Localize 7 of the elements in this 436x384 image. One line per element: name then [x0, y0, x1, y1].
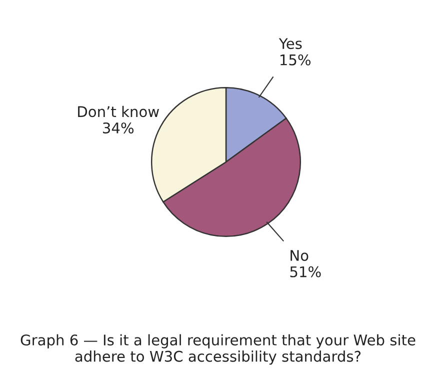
data-label: 34%: [103, 122, 134, 134]
data-label: 51%: [290, 266, 321, 278]
slice-label: Yes: [278, 38, 302, 50]
caption: Graph 6 — Is it a legal requirement that your Web site adhere to W3C accessibility standards?: [20, 334, 416, 365]
slice-label: No: [290, 250, 308, 261]
slice-label: Don’t know: [78, 106, 159, 118]
data-label: 15%: [280, 54, 311, 66]
